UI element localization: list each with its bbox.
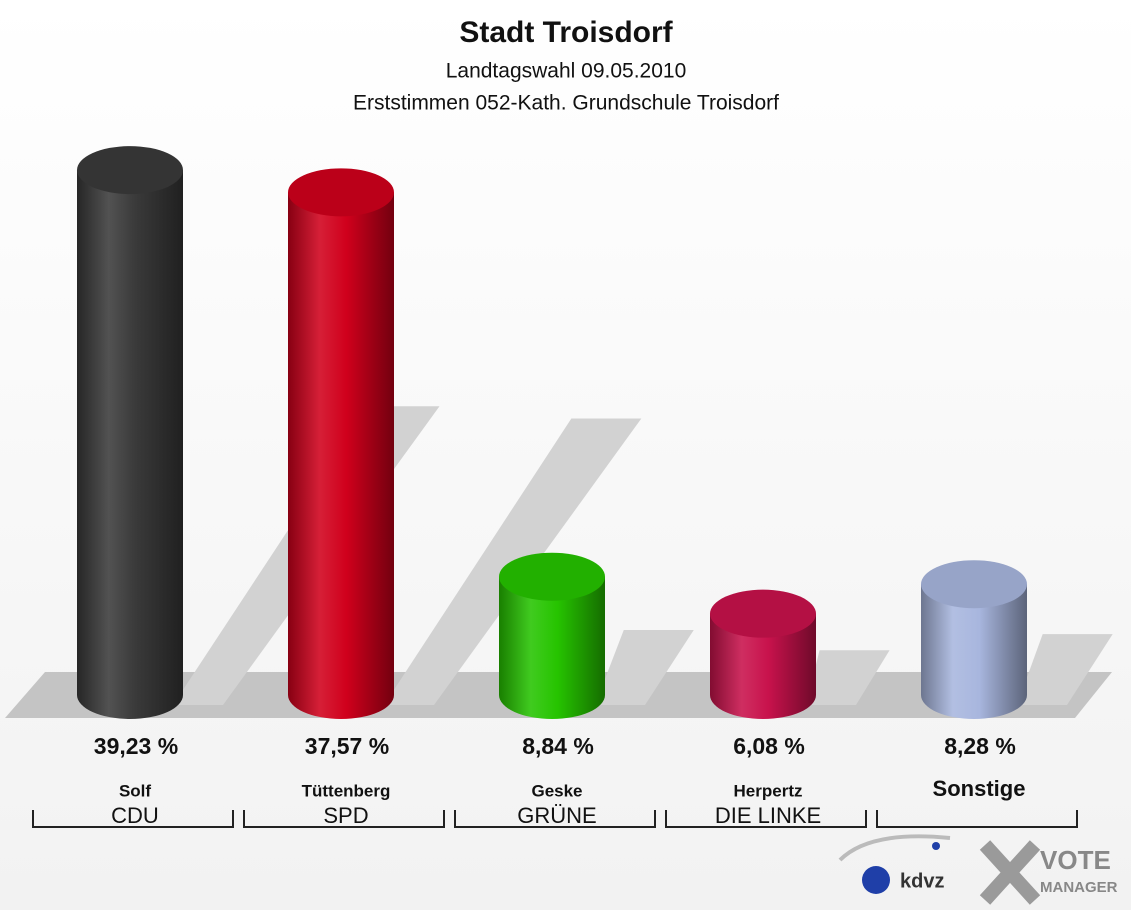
value-label: 8,28 % <box>944 733 1016 759</box>
category-bracket <box>665 810 867 828</box>
bar-shadow <box>595 629 694 705</box>
bar <box>288 168 394 719</box>
chart-subtitle: Erststimmen 052-Kath. Grundschule Troisd… <box>353 92 779 115</box>
logo-ball <box>862 866 890 894</box>
category-label: CDU <box>111 803 159 828</box>
bar-top <box>288 168 394 217</box>
category-label: SPD <box>323 803 368 828</box>
candidate-label: Herpertz <box>734 781 803 800</box>
bar-body <box>288 192 394 719</box>
category-bracket <box>454 810 656 828</box>
logo-dot <box>932 842 940 850</box>
bar <box>499 552 605 719</box>
bar <box>921 560 1027 719</box>
chart-subtitle: Landtagswahl 09.05.2010 <box>446 60 687 83</box>
category-bracket <box>243 810 445 828</box>
value-label: 8,84 % <box>522 733 594 759</box>
value-label: 6,08 % <box>733 733 805 759</box>
logo-cross <box>979 840 1041 905</box>
category-label: GRÜNE <box>517 803 596 828</box>
bar <box>710 589 816 719</box>
bar-body <box>710 613 816 719</box>
candidate-label: Tüttenberg <box>302 781 391 800</box>
bar-top <box>77 146 183 195</box>
bar-top <box>499 552 605 601</box>
bars <box>77 146 1027 719</box>
category-label: Sonstige <box>933 776 1026 801</box>
category-bracket <box>32 810 234 828</box>
bar-body <box>499 576 605 719</box>
value-label: 37,57 % <box>305 733 389 759</box>
logo: kdvz VOTE MANAGER <box>838 834 1118 905</box>
category-bracket <box>876 810 1078 828</box>
logo-text: VOTE <box>1040 845 1111 875</box>
bar <box>77 146 183 719</box>
bar-body <box>921 584 1027 719</box>
bar-shadow <box>1017 634 1113 705</box>
bar-top <box>710 589 816 638</box>
category-label: DIE LINKE <box>715 803 821 828</box>
logo-text: kdvz <box>900 870 944 892</box>
bar-body <box>77 170 183 719</box>
chart-title: Stadt Troisdorf <box>459 16 673 49</box>
candidate-label: Solf <box>119 781 151 800</box>
bar-shadow <box>806 650 890 705</box>
logo-swoosh <box>838 834 951 862</box>
value-label: 39,23 % <box>94 733 178 759</box>
candidate-label: Geske <box>531 781 582 800</box>
logo-text: MANAGER <box>1040 879 1118 896</box>
bar-top <box>921 560 1027 609</box>
